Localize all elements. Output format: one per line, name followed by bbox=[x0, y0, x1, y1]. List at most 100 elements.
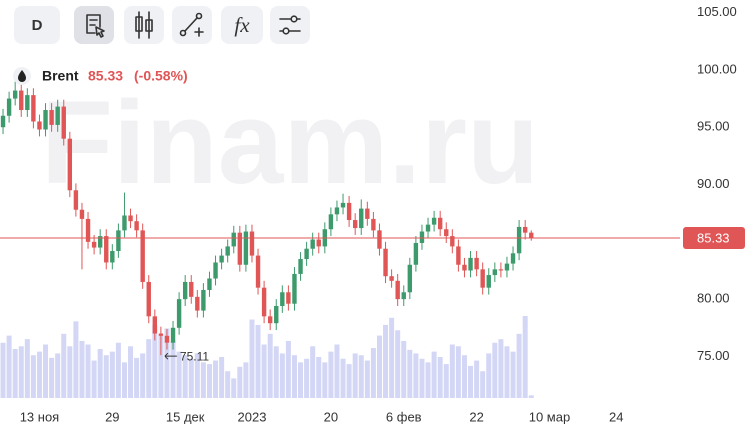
candle-body bbox=[152, 316, 158, 334]
settings-button[interactable] bbox=[270, 6, 310, 44]
watermark: Finam.ru bbox=[41, 77, 539, 209]
candle-body bbox=[122, 215, 127, 231]
volume-bar bbox=[237, 366, 243, 398]
x-tick-label: 10 мар bbox=[529, 409, 570, 424]
volume-bar bbox=[206, 364, 212, 398]
volume-bar bbox=[461, 355, 467, 398]
candle-type-button[interactable] bbox=[124, 6, 164, 44]
volume-bar bbox=[304, 358, 310, 398]
interval-button[interactable] bbox=[14, 6, 60, 44]
volume-bar bbox=[413, 353, 419, 398]
candle-body bbox=[12, 90, 18, 99]
candle-body bbox=[79, 209, 85, 219]
candle-body bbox=[73, 190, 79, 210]
candle-body bbox=[61, 106, 66, 139]
volume-bar bbox=[43, 344, 49, 398]
volume-bar bbox=[91, 360, 97, 398]
candle-body bbox=[237, 232, 243, 265]
volume-bar bbox=[176, 351, 182, 398]
annotation-arrow bbox=[164, 352, 177, 360]
candle-body bbox=[413, 242, 419, 265]
volume-bar bbox=[200, 362, 206, 398]
candle-body bbox=[267, 316, 273, 324]
candle-body bbox=[286, 292, 291, 304]
candle-body bbox=[243, 231, 249, 265]
volume-bar bbox=[255, 324, 261, 398]
candle-body bbox=[431, 217, 437, 225]
candle-body bbox=[249, 231, 255, 256]
volume-bar bbox=[273, 346, 279, 398]
candle-body bbox=[395, 280, 400, 300]
candle-body bbox=[486, 275, 491, 288]
y-tick-label: 95.00 bbox=[697, 119, 730, 134]
volume-bar bbox=[389, 317, 395, 398]
volume-bar bbox=[164, 328, 170, 398]
volume-bar bbox=[213, 360, 219, 398]
volume-bar bbox=[455, 346, 461, 398]
volume-bar bbox=[61, 333, 67, 398]
x-tick-label: 29 bbox=[105, 409, 119, 424]
volume-bar bbox=[170, 340, 176, 398]
legend-last: 85.33 bbox=[88, 68, 123, 84]
volume-bar bbox=[322, 362, 328, 398]
x-tick-label: 24 bbox=[609, 409, 623, 424]
line-tool-button[interactable] bbox=[172, 6, 212, 44]
volume-bar bbox=[516, 333, 522, 398]
candle-body bbox=[389, 276, 394, 281]
candle-body bbox=[516, 226, 522, 254]
indicator-button[interactable] bbox=[221, 6, 263, 44]
interval-label: D bbox=[32, 17, 43, 34]
candle-body bbox=[340, 202, 346, 208]
volume-bar bbox=[128, 346, 134, 398]
candle-body bbox=[377, 230, 382, 249]
volume-bar bbox=[358, 355, 364, 398]
volume-bar bbox=[194, 353, 200, 398]
volume-bar bbox=[182, 355, 188, 398]
volume-bar bbox=[6, 335, 12, 398]
indicator-label: fx bbox=[234, 13, 250, 37]
y-tick-label: 80.00 bbox=[697, 291, 730, 306]
y-tick-label: 100.00 bbox=[697, 61, 737, 76]
candle-body bbox=[334, 207, 340, 215]
volume-bar bbox=[352, 353, 358, 398]
volume-bar bbox=[109, 351, 115, 398]
candle-body bbox=[310, 239, 315, 249]
volume-bar bbox=[152, 324, 158, 398]
volume-bar bbox=[36, 351, 42, 398]
candle-body bbox=[498, 269, 504, 271]
candle-body bbox=[219, 255, 224, 263]
candle-body bbox=[6, 98, 12, 116]
candle-body bbox=[474, 257, 479, 270]
volume-bar bbox=[474, 360, 480, 398]
candle-body bbox=[134, 221, 139, 231]
volume-bar bbox=[24, 339, 30, 398]
volume-bar bbox=[364, 360, 370, 398]
x-tick-label: 13 ноя bbox=[20, 409, 60, 424]
volume-bar bbox=[18, 346, 24, 398]
candle-body bbox=[274, 306, 279, 324]
volume-bar bbox=[0, 342, 6, 398]
candle-body bbox=[158, 333, 164, 336]
x-tick-label: 15 дек bbox=[166, 409, 205, 424]
x-tick-label: 6 фев bbox=[386, 409, 422, 424]
candle-body bbox=[104, 236, 109, 263]
volume-bar bbox=[522, 316, 528, 398]
volume-bar bbox=[249, 319, 255, 398]
candle-body bbox=[55, 106, 60, 125]
candle-body bbox=[529, 232, 534, 239]
volume-bar bbox=[243, 362, 249, 398]
candle-body bbox=[201, 289, 206, 311]
volume-bar bbox=[437, 357, 443, 398]
volume-bar bbox=[73, 321, 79, 398]
candle-layer bbox=[0, 81, 534, 356]
volume-bar bbox=[340, 358, 346, 398]
volume-bar bbox=[431, 351, 437, 398]
candle-body bbox=[146, 281, 151, 317]
candle-body bbox=[140, 230, 145, 282]
legend-name: Brent bbox=[42, 68, 79, 84]
volume-bar bbox=[158, 335, 164, 398]
candle-body bbox=[67, 138, 73, 191]
candle-body bbox=[359, 208, 364, 229]
candle-body bbox=[468, 257, 473, 271]
